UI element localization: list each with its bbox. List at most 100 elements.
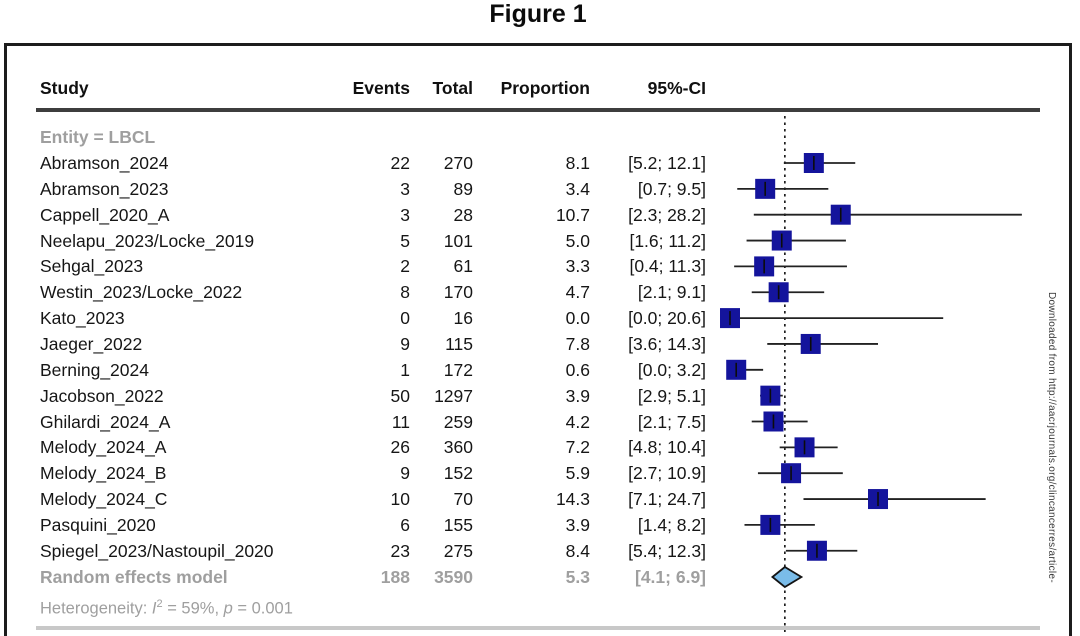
summary-proportion: 5.3	[565, 567, 590, 587]
summary-ci: [4.1; 6.9]	[635, 567, 706, 587]
proportion-value: 3.9	[565, 514, 590, 535]
events-value: 1	[400, 359, 410, 380]
ci-value: [2.7; 10.9]	[628, 463, 706, 484]
events-value: 3	[400, 178, 410, 199]
events-value: 26	[390, 437, 410, 458]
heterogeneity-row: Heterogeneity: I2 = 59%, p = 0.001	[0, 591, 1080, 618]
proportion-value: 4.2	[565, 411, 590, 432]
proportion-value: 0.6	[565, 359, 590, 380]
events-value: 0	[400, 308, 410, 329]
ci-value: [1.4; 8.2]	[637, 514, 706, 535]
study-name: Ghilardi_2024_A	[40, 411, 171, 432]
total-value: 115	[445, 333, 473, 354]
table-row: Sehgal_2023 2 61 3.3 [0.4; 11.3]	[0, 253, 1080, 279]
events-value: 22	[390, 153, 410, 173]
total-value: 28	[453, 204, 473, 225]
col-header-study: Study	[40, 78, 89, 98]
ci-value: [0.0; 20.6]	[628, 308, 706, 329]
study-name: Abramson_2023	[40, 178, 169, 199]
ci-value: [0.4; 11.3]	[629, 256, 706, 277]
events-value: 5	[400, 230, 410, 251]
proportion-value: 7.2	[565, 437, 590, 458]
study-name: Westin_2023/Locke_2022	[40, 282, 243, 303]
study-name: Melody_2024_B	[40, 463, 167, 484]
ci-value: [1.6; 11.2]	[629, 230, 706, 251]
table-row: Pasquini_2020 6 155 3.9 [1.4; 8.2]	[0, 512, 1080, 538]
study-name: Berning_2024	[40, 359, 149, 380]
study-name: Pasquini_2020	[40, 514, 156, 535]
proportion-value: 5.0	[565, 230, 590, 251]
events-value: 9	[400, 463, 410, 484]
events-value: 2	[400, 256, 410, 277]
total-value: 360	[443, 437, 473, 458]
total-value: 155	[443, 514, 473, 535]
proportion-value: 0.0	[565, 308, 590, 329]
study-name: Sehgal_2023	[40, 256, 144, 277]
ci-value: [0.7; 9.5]	[637, 178, 706, 199]
table-row: Jacobson_2022 50 1297 3.9 [2.9; 5.1]	[0, 383, 1080, 409]
ci-value: [0.0; 3.2]	[637, 359, 706, 380]
table-row: Abramson_2024 22 270 8.1 [5.2; 12.1]	[0, 150, 1080, 176]
table-row: Westin_2023/Locke_2022 8 170 4.7 [2.1; 9.1]	[0, 279, 1080, 305]
bottom-rule	[36, 626, 1040, 630]
table-row: Neelapu_2023/Locke_2019 5 101 5.0 [1.6; 11.2…	[0, 228, 1080, 254]
table-row: Abramson_2023 3 89 3.4 [0.7; 9.5]	[0, 176, 1080, 202]
table-row: Spiegel_2023/Nastoupil_2020 23 275 8.4 [5.4;…	[0, 538, 1080, 564]
col-header-events: Events	[352, 78, 410, 98]
events-value: 50	[390, 385, 410, 406]
total-value: 152	[443, 463, 473, 484]
total-value: 16	[453, 308, 473, 329]
total-value: 70	[453, 489, 473, 510]
ci-value: [7.1; 24.7]	[628, 489, 706, 510]
events-value: 8	[400, 282, 410, 303]
summary-row: Random effects model 188 3590 5.3 [4.1; 6.9]	[0, 564, 1080, 590]
proportion-value: 10.7	[555, 204, 590, 225]
summary-total: 3590	[434, 567, 473, 587]
events-value: 10	[390, 489, 410, 510]
proportion-value: 5.9	[565, 463, 590, 484]
study-name: Cappell_2020_A	[40, 204, 170, 225]
group-label-row: Entity = LBCL	[0, 124, 1080, 150]
total-value: 1297	[434, 385, 473, 406]
study-name: Jacobson_2022	[40, 385, 164, 406]
summary-label: Random effects model	[40, 567, 228, 587]
table-row: Cappell_2020_A 3 28 10.7 [2.3; 28.2]	[0, 202, 1080, 228]
study-name: Spiegel_2023/Nastoupil_2020	[40, 540, 274, 561]
col-header-total: Total	[432, 78, 473, 98]
study-name: Neelapu_2023/Locke_2019	[40, 230, 255, 251]
study-name: Kato_2023	[40, 308, 125, 329]
total-value: 172	[443, 359, 473, 380]
table-row: Ghilardi_2024_A 11 259 4.2 [2.1; 7.5]	[0, 409, 1080, 435]
events-value: 9	[400, 333, 410, 354]
col-header-proportion: Proportion	[500, 78, 590, 98]
proportion-value: 7.8	[565, 333, 590, 354]
total-value: 259	[443, 411, 473, 432]
total-value: 275	[443, 540, 473, 561]
table-row: Melody_2024_B 9 152 5.9 [2.7; 10.9]	[0, 460, 1080, 486]
proportion-value: 8.1	[565, 153, 590, 173]
heterogeneity-text: Heterogeneity: I2 = 59%, p = 0.001	[40, 598, 293, 618]
events-value: 6	[400, 514, 410, 535]
study-name: Jaeger_2022	[40, 333, 143, 354]
col-header-ci: 95%-CI	[647, 78, 706, 98]
total-value: 89	[453, 178, 473, 199]
total-value: 61	[453, 256, 473, 277]
study-name: Abramson_2024	[40, 153, 169, 173]
table-row: Berning_2024 1 172 0.6 [0.0; 3.2]	[0, 357, 1080, 383]
proportion-value: 8.4	[565, 540, 590, 561]
proportion-value: 14.3	[555, 489, 590, 510]
events-value: 11	[391, 411, 410, 432]
ci-value: [5.2; 12.1]	[628, 153, 706, 173]
proportion-value: 3.3	[565, 256, 590, 277]
events-value: 23	[390, 540, 410, 561]
group-label: Entity = LBCL	[40, 127, 156, 147]
summary-events: 188	[380, 567, 410, 587]
table-row: Kato_2023 0 16 0.0 [0.0; 20.6]	[0, 305, 1080, 331]
events-value: 3	[400, 204, 410, 225]
ci-value: [4.8; 10.4]	[628, 437, 706, 458]
proportion-value: 4.7	[565, 282, 590, 303]
total-value: 170	[443, 282, 473, 303]
download-watermark: Downloaded from http://aacrjournals.org/…	[1046, 292, 1057, 583]
forest-plot-panel	[4, 43, 1072, 636]
